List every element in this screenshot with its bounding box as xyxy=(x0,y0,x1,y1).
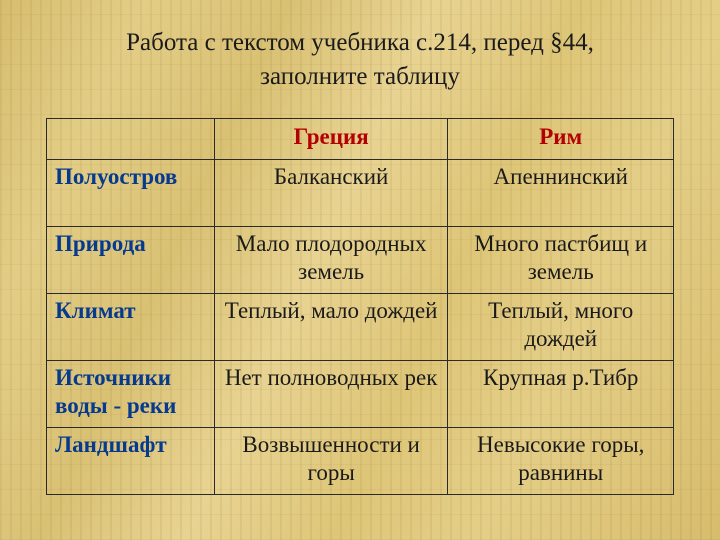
cell-greece: Мало плодородных земель xyxy=(214,226,448,293)
table-header-row: Греция Рим xyxy=(47,118,674,159)
comparison-table: Греция Рим Полуостров Балканский Апеннин… xyxy=(46,118,674,495)
header-rome: Рим xyxy=(448,118,674,159)
row-head: Источники воды - реки xyxy=(47,360,215,427)
header-empty xyxy=(47,118,215,159)
cell-greece: Возвышенности и горы xyxy=(214,427,448,494)
row-head: Климат xyxy=(47,293,215,360)
cell-rome: Апеннинский xyxy=(448,159,674,226)
header-greece: Греция xyxy=(214,118,448,159)
table-row: Климат Теплый, мало дождей Теплый, много… xyxy=(47,293,674,360)
table-row: Полуостров Балканский Апеннинский xyxy=(47,159,674,226)
table-row: Источники воды - реки Нет полноводных ре… xyxy=(47,360,674,427)
title-line-1: Работа с текстом учебника с.214, перед §… xyxy=(126,29,594,56)
cell-rome: Крупная р.Тибр xyxy=(448,360,674,427)
cell-rome: Много пастбищ и земель xyxy=(448,226,674,293)
row-head: Полуостров xyxy=(47,159,215,226)
table-row: Ландшафт Возвышенности и горы Невысокие … xyxy=(47,427,674,494)
cell-greece: Теплый, мало дождей xyxy=(214,293,448,360)
cell-rome: Невысокие горы, равнины xyxy=(448,427,674,494)
table-row: Природа Мало плодородных земель Много па… xyxy=(47,226,674,293)
title-line-2: заполните таблицу xyxy=(260,63,460,90)
cell-greece: Балканский xyxy=(214,159,448,226)
page-title: Работа с текстом учебника с.214, перед §… xyxy=(40,26,680,94)
row-head: Ландшафт xyxy=(47,427,215,494)
cell-greece: Нет полноводных рек xyxy=(214,360,448,427)
row-head: Природа xyxy=(47,226,215,293)
cell-rome: Теплый, много дождей xyxy=(448,293,674,360)
